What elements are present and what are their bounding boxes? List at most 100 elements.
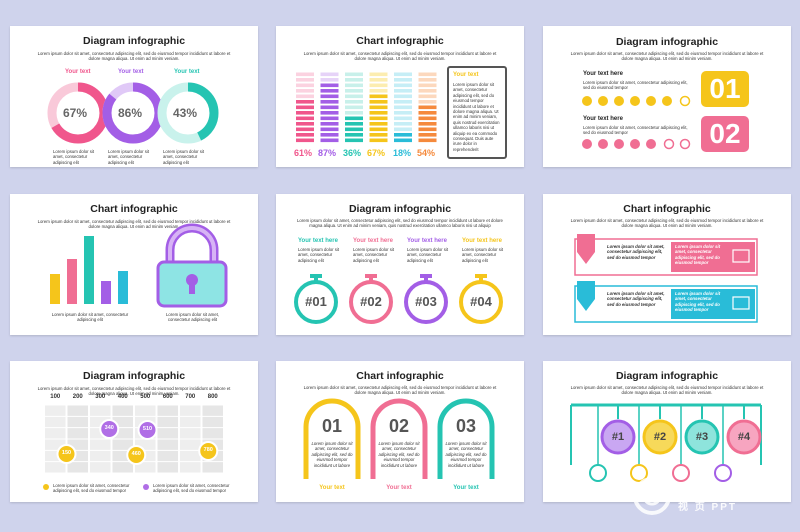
bar-stripe (296, 100, 314, 104)
banner-left-2: Lorem ipsum dolor sit amet, consectetur … (607, 291, 665, 307)
bar-stripe (418, 105, 437, 110)
bar-chart-and-lock (50, 223, 228, 308)
bar-stripe (320, 105, 339, 110)
row-text-1: Lorem ipsum dolor sit amet, consectetur … (583, 80, 688, 91)
arches (303, 398, 495, 479)
watch-num-2: #02 (360, 294, 382, 309)
stopwatches (294, 274, 503, 324)
bar-value-1: 61% (294, 148, 313, 158)
watermark-sub: 视 页 PPT (678, 502, 738, 513)
bar-stripe (418, 89, 437, 93)
bar-value-5: 18% (393, 148, 412, 158)
donut-label-3: Your text (174, 69, 200, 75)
legend-text-1: Lorem ipsum dolor sit amet, consectetur … (53, 483, 130, 494)
donut-caption-3: Lorem ipsum dolor sit amet, consectetur … (163, 149, 205, 165)
row-text-2: Lorem ipsum dolor sit amet, consectetur … (583, 125, 688, 136)
watermark: GFXAA.COM 视 页 PPT (632, 474, 792, 518)
bar-stripe (345, 122, 363, 126)
bubble-label: 460 (131, 451, 141, 457)
bar-stripe (369, 122, 388, 126)
bar-stripe (369, 78, 388, 82)
bar-stripe (345, 94, 363, 99)
bar-stripe (369, 105, 388, 110)
bar-stripe (369, 138, 388, 143)
bar-value-3: 36% (343, 148, 362, 158)
bar-stripe (345, 78, 363, 82)
bubble-label: 150 (61, 450, 72, 456)
bar-stripe (320, 94, 339, 99)
bar-value-2: 87% (318, 148, 337, 158)
bar-stripe (369, 100, 388, 104)
bar-stripe (418, 94, 437, 99)
dot-rows (582, 71, 749, 152)
hanging-circles (570, 403, 762, 482)
slide-diagram-dots[interactable]: Diagram infographic Lorem ipsum dolor si… (543, 26, 791, 167)
bar-stripe (369, 116, 388, 121)
slide-title: Chart infographic (356, 35, 444, 47)
axis-tick-label: 700 (185, 394, 196, 400)
bar-stripe (369, 111, 388, 115)
bar-value-6: 54% (417, 148, 436, 158)
legend-text-2: Lorem ipsum dolor sit amet, consectetur … (153, 483, 230, 494)
axis-tick-label: 800 (207, 394, 218, 400)
banner-shapes (574, 234, 758, 323)
bar-stripe (296, 138, 314, 143)
slide-subtitle: Lorem ipsum dolor sit amet, consectetur … (570, 218, 764, 229)
bar-stripe (394, 78, 412, 82)
donut-value-3: 43% (173, 106, 198, 120)
slide-title: Diagram infographic (82, 370, 186, 382)
watch-num-4: #04 (470, 294, 492, 309)
bar-stripe (394, 122, 412, 126)
bar-stripe (296, 83, 314, 88)
slide-chart-lock[interactable]: Chart infographic Lorem ipsum dolor sit … (10, 194, 258, 335)
watch-text-4: Lorem ipsum dolor sit amet, consectetur … (462, 247, 504, 263)
bar-stripe (296, 94, 314, 99)
bar-stripe (345, 105, 363, 110)
hang-num-1: #1 (611, 431, 625, 443)
watch-num-1: #01 (305, 294, 327, 309)
arch-caption-2: Your text (386, 485, 412, 491)
slide-title: Diagram infographic (615, 36, 719, 48)
bar-stripe (296, 122, 314, 126)
chart-caption: Lorem ipsum dolor sit amet, consectetur … (51, 312, 129, 323)
bar-stripe (369, 133, 388, 137)
donut-label-2: Your text (118, 69, 144, 75)
slide-diagram-donuts[interactable]: Diagram infographic Lorem ipsum dolor si… (10, 26, 258, 167)
bar-stripe (394, 89, 412, 93)
slide-subtitle: Lorem ipsum dolor sit amet, consectetur … (570, 51, 764, 62)
bar-stripe (320, 72, 339, 77)
slide-title: Diagram infographic (615, 370, 719, 382)
bar-stripe (418, 138, 437, 143)
slide-chart-banners[interactable]: Chart infographic Lorem ipsum dolor sit … (543, 194, 791, 335)
donut-label-1: Your text (65, 69, 91, 75)
bar-stripe (369, 127, 388, 132)
slide-subtitle: Lorem ipsum dolor sit amet, consectetur … (37, 386, 231, 397)
slide-diagram-grid[interactable]: Diagram infographic Lorem ipsum dolor si… (10, 361, 258, 502)
bar-stripe (320, 122, 339, 126)
donut-value-1: 67% (63, 106, 88, 120)
slide-subtitle: Lorem ipsum dolor sit amet, consectetur … (37, 51, 231, 62)
slide-chart-arches[interactable]: Chart infographic Lorem ipsum dolor sit … (276, 361, 524, 502)
slide-subtitle: Lorem ipsum dolor sit amet, consectetur … (297, 218, 503, 229)
banner-right-1: Lorem ipsum dolor sit amet, consectetur … (675, 244, 721, 266)
slide-chart-bars[interactable]: Chart infographic Lorem ipsum dolor sit … (276, 26, 524, 167)
bar-stripe (296, 78, 314, 82)
donut-caption-2: Lorem ipsum dolor sit amet, consectetur … (108, 149, 150, 165)
axis-tick-label: 500 (140, 394, 151, 400)
slide-diagram-hanging[interactable]: Diagram infographic Lorem ipsum dolor si… (543, 361, 791, 502)
bubble-label: 510 (142, 426, 153, 432)
arch-body-1: Lorem ipsum dolor sit amet, consectetur … (311, 441, 353, 468)
axis-tick-label: 300 (95, 394, 106, 400)
hang-num-2: #2 (653, 431, 667, 443)
slide-title: Diagram infographic (348, 203, 452, 215)
bar-stripe (345, 127, 363, 132)
watch-label-3: Your text here (407, 238, 447, 244)
watch-text-2: Lorem ipsum dolor sit amet, consectetur … (353, 247, 395, 263)
bar-stripe (418, 111, 437, 115)
slide-diagram-stopwatches[interactable]: Diagram infographic Lorem ipsum dolor si… (276, 194, 524, 335)
bar-stripe (418, 122, 437, 126)
value-bubble (137, 420, 158, 440)
arch-body-2: Lorem ipsum dolor sit amet, consectetur … (378, 441, 420, 468)
bar-stripe (394, 111, 412, 115)
bar-stripe (320, 89, 339, 93)
